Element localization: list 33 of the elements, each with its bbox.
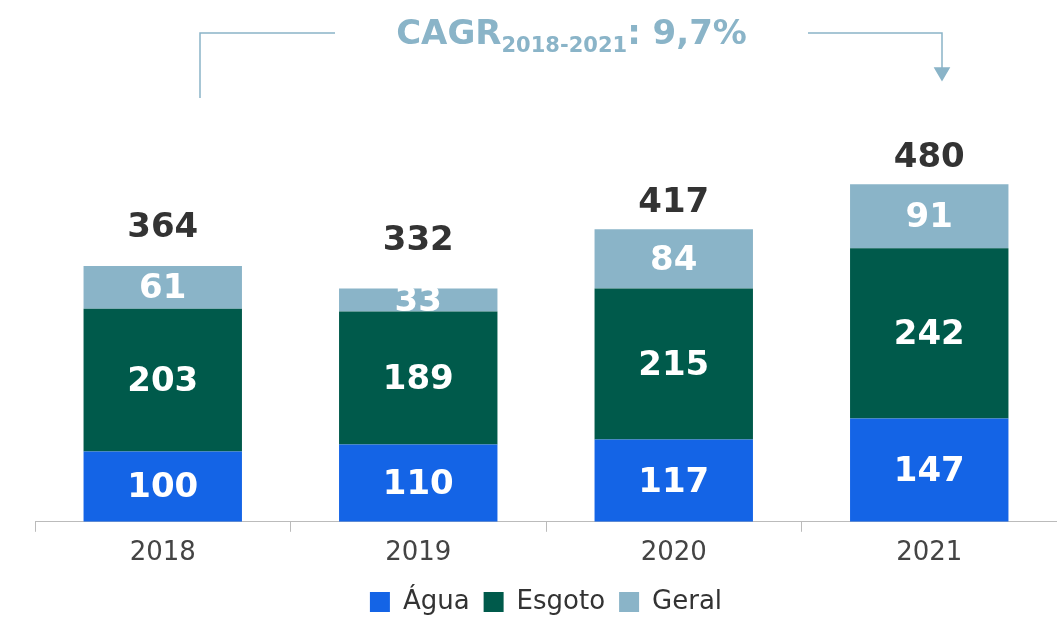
legend-label: Esgoto: [516, 584, 606, 615]
data-label: 117: [638, 459, 710, 500]
bar: [83, 265, 242, 309]
legend-label: Água: [402, 583, 470, 615]
data-label: 91: [905, 195, 953, 236]
data-label: 100: [127, 465, 199, 506]
data-label: 215: [638, 342, 710, 383]
total-label: 332: [382, 217, 454, 258]
bar: [339, 444, 498, 522]
data-label: 61: [139, 266, 187, 307]
data-label: 110: [382, 461, 454, 502]
x-tick-label: 2020: [640, 536, 707, 567]
data-label: 203: [127, 358, 199, 399]
x-tick-label: 2021: [896, 536, 963, 567]
bar: [850, 418, 1009, 522]
bar: [850, 184, 1009, 249]
bar: [339, 311, 498, 445]
legend-label: Geral: [652, 584, 723, 615]
total-label: 480: [893, 135, 965, 176]
data-label: 242: [893, 312, 965, 353]
data-label: 84: [650, 237, 698, 278]
total-label: 417: [638, 180, 710, 221]
bar: [594, 288, 753, 440]
x-tick-label: 2018: [129, 536, 196, 567]
x-tick-label: 2019: [385, 536, 452, 567]
bar: [594, 229, 753, 289]
bar: [83, 308, 242, 452]
text: CAGR$_{2018-2021}$: 9,7%: [395, 12, 748, 57]
data-label: 189: [382, 356, 454, 397]
bar: [594, 439, 753, 522]
total-label: 364: [127, 205, 199, 246]
bar: [850, 248, 1009, 419]
data-label: 147: [893, 448, 965, 489]
